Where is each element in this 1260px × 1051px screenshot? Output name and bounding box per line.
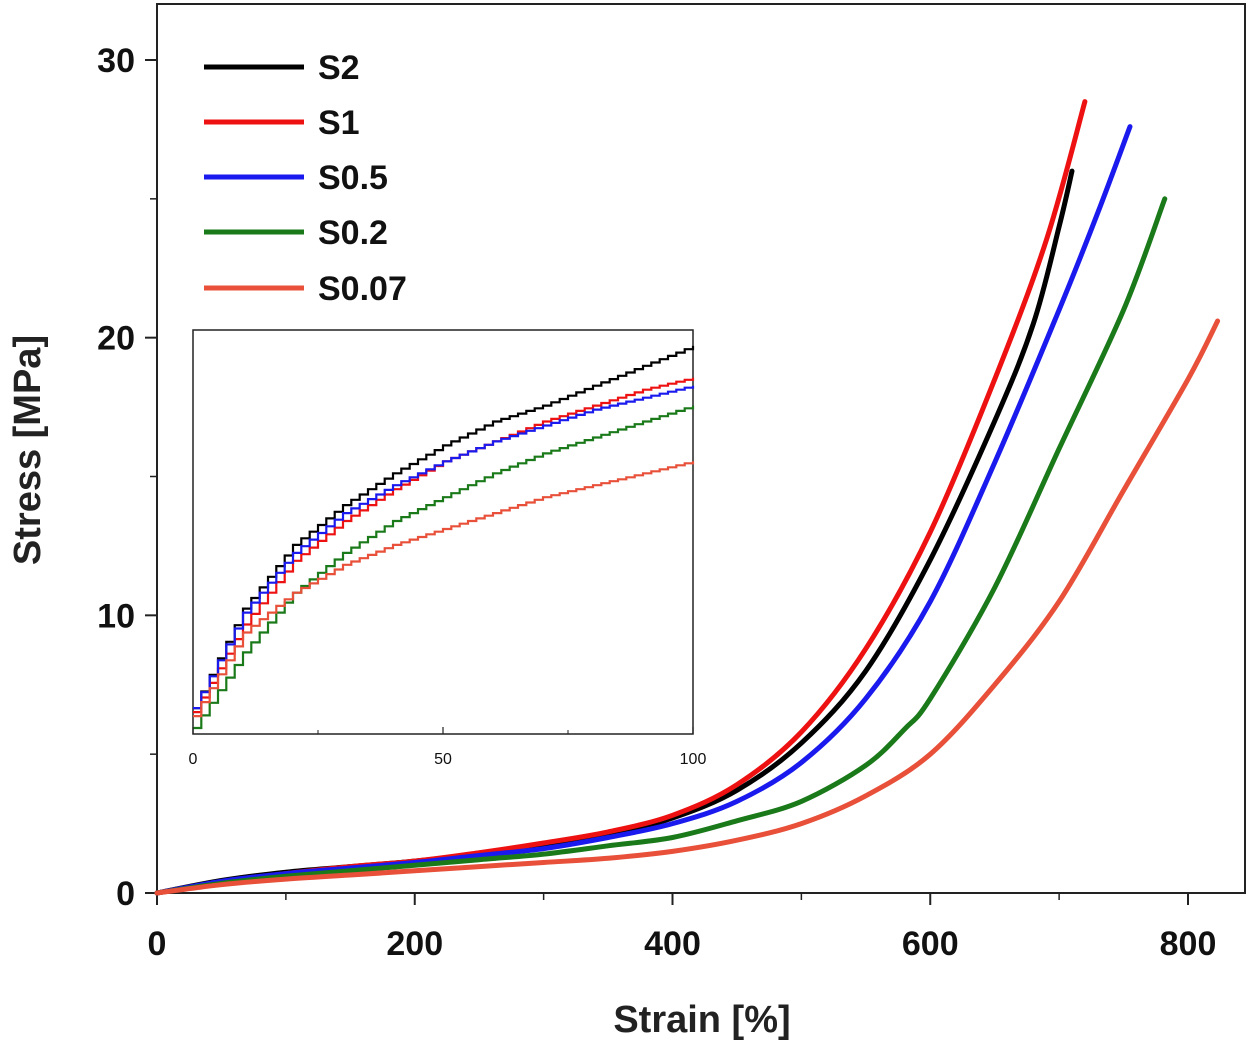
inset-series-line-s0-07	[193, 461, 695, 718]
y-axis-title: Stress [MPa]	[7, 335, 49, 565]
inset-x-tick-label: 0	[189, 751, 198, 768]
inset-x-tick-label: 50	[434, 751, 452, 768]
x-tick-label: 800	[1160, 925, 1217, 963]
legend-label: S0.2	[318, 214, 388, 252]
legend-label: S2	[318, 49, 360, 87]
series-line-s0-2	[154, 196, 1168, 896]
legend-label: S1	[318, 104, 360, 142]
inset-series-line-s0-5	[193, 385, 695, 710]
inset-series-line-s2	[193, 345, 695, 710]
x-axis-title: Strain [%]	[613, 999, 790, 1041]
y-tick-label: 30	[97, 42, 135, 80]
y-tick-label: 0	[116, 875, 135, 913]
inset-x-tick-label: 100	[680, 751, 707, 768]
x-tick-label: 600	[902, 925, 959, 963]
x-tick-label: 0	[148, 925, 167, 963]
x-axis: 0 200 400 600 800	[148, 893, 1217, 963]
inset-x-axis: 0 50 100	[189, 727, 707, 768]
inset-plot: 0 50 100	[189, 329, 707, 768]
x-tick-label: 200	[386, 925, 443, 963]
legend-label: S0.5	[318, 159, 388, 197]
series-group	[154, 99, 1221, 896]
inset-series-group	[193, 345, 695, 730]
plot-frame	[156, 3, 1246, 894]
legend-label: S0.07	[318, 270, 407, 308]
y-tick-label: 20	[97, 320, 135, 358]
y-axis: 0 10 20 30	[97, 42, 157, 913]
series-line-s0-07	[154, 318, 1221, 896]
legend: S2 S1 S0.5 S0.2 S0.07	[204, 49, 407, 308]
y-tick-label: 10	[97, 597, 135, 635]
series-line-s0-5	[154, 124, 1133, 896]
x-tick-label: 400	[644, 925, 701, 963]
